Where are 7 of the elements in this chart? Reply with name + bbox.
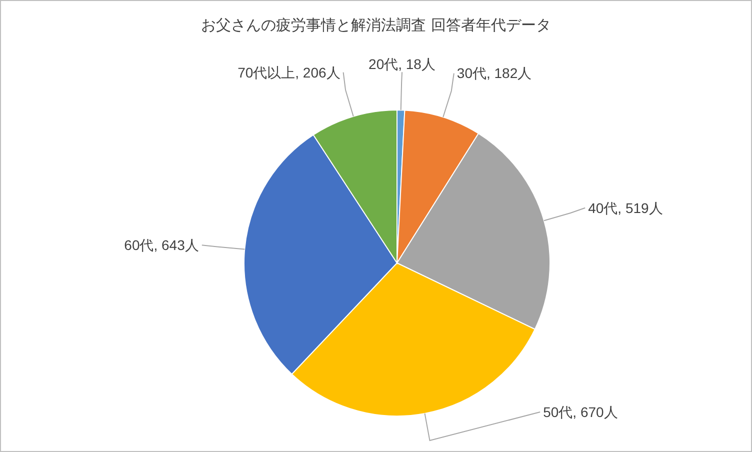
slice-label: 70代以上, 206人 [238,64,340,80]
chart-title: お父さんの疲労事情と解消法調査 回答者年代データ [201,16,551,34]
slice-label: 60代, 643人 [124,237,199,254]
slice-label: 40代, 519人 [588,200,663,216]
slice-label: 30代, 182人 [456,65,532,82]
slice-label: 20代, 18人 [368,56,436,72]
slice-label: 50代, 670人 [543,404,618,420]
